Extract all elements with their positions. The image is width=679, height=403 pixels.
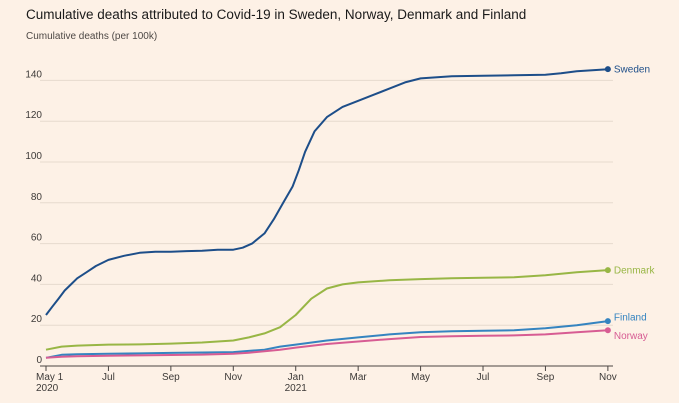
series-end-dot-sweden (604, 66, 611, 73)
chart-title: Cumulative deaths attributed to Covid-19… (26, 7, 527, 22)
series-labels: Sweden Denmark Finland Norway (614, 65, 656, 342)
y-tick-label-100: 100 (25, 151, 42, 162)
x-tick-sublabel-4: 2021 (285, 383, 308, 394)
series-line-denmark (45, 269, 608, 351)
x-tick-label-4: Jan (288, 372, 304, 383)
series-line-sweden (45, 68, 608, 316)
series-label-denmark: Denmark (614, 266, 656, 277)
x-tick-sublabel-0: 2020 (36, 383, 59, 394)
y-tick-label-40: 40 (31, 273, 43, 284)
x-tick-label-7: Jul (477, 372, 490, 383)
series-end-dot-finland (604, 318, 611, 325)
y-tick-label-20: 20 (31, 314, 43, 325)
series-end-dot-norway (604, 327, 611, 334)
chart-subtitle: Cumulative deaths (per 100k) (26, 31, 158, 42)
series-line-norway (45, 329, 608, 359)
x-tick-label-8: Sep (537, 372, 555, 383)
x-tick-label-1: Jul (102, 372, 115, 383)
series-label-finland: Finland (614, 313, 647, 324)
series-label-sweden: Sweden (614, 65, 650, 76)
y-tick-label-80: 80 (31, 192, 43, 203)
x-tick-label-9: Nov (599, 372, 617, 383)
series-label-norway: Norway (614, 331, 648, 342)
y-tick-label-120: 120 (25, 110, 42, 121)
x-tick-label-2: Sep (162, 372, 180, 383)
x-tick-label-5: Mar (350, 372, 368, 383)
series-end-dot-denmark (604, 267, 611, 274)
y-tick-label-140: 140 (25, 69, 42, 80)
x-tick-label-6: May (411, 372, 430, 383)
grid-lines (40, 79, 613, 326)
series-line-finland (45, 320, 609, 359)
y-tick-label-60: 60 (31, 233, 43, 244)
x-tick-label-0: May 1 (36, 372, 64, 383)
x-tick-label-3: Nov (224, 372, 242, 383)
y-tick-label-0: 0 (36, 355, 42, 366)
series-lines (45, 66, 611, 359)
